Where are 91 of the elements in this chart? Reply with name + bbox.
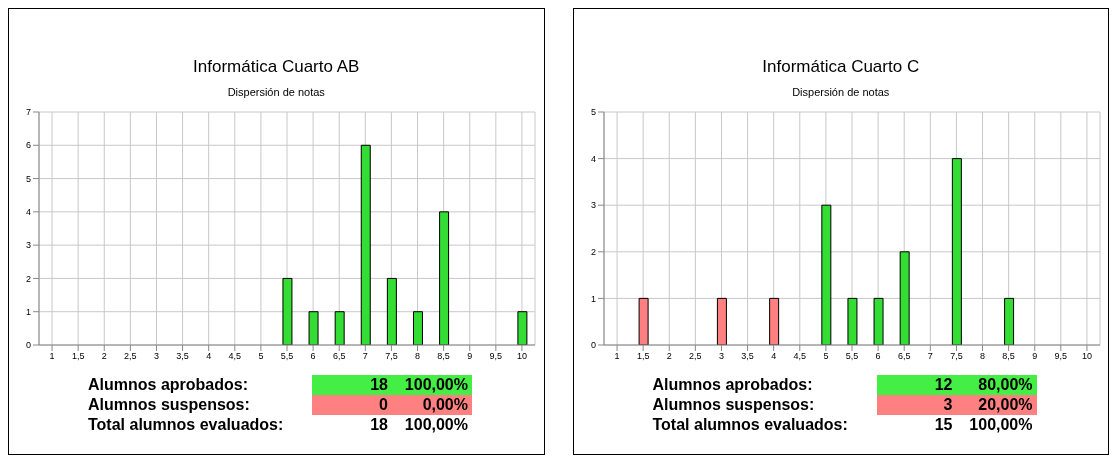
x-tick-label: 8 xyxy=(979,351,985,362)
y-tick-label: 5 xyxy=(25,173,31,184)
bar xyxy=(899,251,910,345)
x-tick-label: 6,5 xyxy=(897,351,910,362)
y-tick-label: 5 xyxy=(590,107,596,118)
y-tick-label: 3 xyxy=(590,200,596,211)
x-tick-label: 1 xyxy=(614,351,620,362)
x-tick-label: 5,5 xyxy=(280,351,294,362)
x-tick-label: 1,5 xyxy=(71,351,85,362)
y-tick-label: 4 xyxy=(25,207,31,218)
chart-subtitle: Dispersión de notas xyxy=(226,86,326,98)
y-tick-label: 0 xyxy=(590,340,596,351)
chart-title: Informática Cuarto C xyxy=(761,57,921,77)
x-tick-label: 2,5 xyxy=(688,351,702,362)
bar xyxy=(638,297,649,345)
bar xyxy=(1003,297,1014,345)
x-tick-label: 3,5 xyxy=(740,351,754,362)
y-tick-label: 3 xyxy=(25,240,31,251)
x-tick-label: 6 xyxy=(875,351,881,362)
bar xyxy=(873,297,884,345)
y-tick-label: 6 xyxy=(25,140,31,151)
x-tick-label: 8,5 xyxy=(1001,351,1015,362)
bar xyxy=(282,277,293,345)
y-tick-label: 2 xyxy=(25,273,31,284)
x-tick-label: 4,5 xyxy=(793,351,806,362)
text: 20,00% xyxy=(958,395,1037,415)
x-tick-label: 9 xyxy=(1031,351,1037,362)
y-tick-label: 4 xyxy=(590,153,596,164)
x-tick-label: 10 xyxy=(1081,351,1092,362)
x-tick-label: 4 xyxy=(770,351,776,362)
x-tick-label: 1 xyxy=(49,351,55,362)
x-tick-label: 6,5 xyxy=(332,351,346,362)
y-tick-label: 1 xyxy=(25,306,31,317)
bar xyxy=(768,297,779,345)
text: Total alumnos evaluados: xyxy=(87,415,285,435)
x-tick-label: 9,5 xyxy=(1054,351,1067,362)
x-tick-label: 4 xyxy=(206,351,212,362)
x-tick-label: 7 xyxy=(927,351,933,362)
x-tick-label: 9,5 xyxy=(489,351,503,362)
chart-subtitle: Dispersión de notas xyxy=(791,86,891,98)
x-tick-label: 5,5 xyxy=(845,351,858,362)
text: Alumnos suspensos: xyxy=(651,395,816,415)
text: Total alumnos evaluados: xyxy=(651,415,849,435)
x-tick-label: 7,5 xyxy=(949,351,963,362)
x-tick-label: 2,5 xyxy=(124,351,137,362)
y-tick-label: 2 xyxy=(590,247,596,257)
y-tick-label: 0 xyxy=(25,340,31,351)
text: 12 xyxy=(876,375,959,395)
x-tick-label: 3 xyxy=(718,351,724,362)
x-tick-label: 8 xyxy=(415,351,421,362)
x-tick-label: 8,5 xyxy=(437,351,450,362)
bar xyxy=(334,311,345,345)
bar xyxy=(308,311,319,345)
text: 0 xyxy=(312,395,394,415)
x-tick-label: 9 xyxy=(467,351,473,362)
text: Alumnos suspensos: xyxy=(87,395,251,415)
text: Alumnos aprobados: xyxy=(87,375,249,395)
text: 18 xyxy=(312,375,394,395)
bar xyxy=(386,277,397,345)
x-tick-label: 6 xyxy=(310,351,316,362)
text: 100,00% xyxy=(403,415,469,435)
text: 18 xyxy=(369,415,389,435)
x-tick-label: 2 xyxy=(101,351,107,362)
chart-title: Informática Cuarto AB xyxy=(192,57,361,77)
bar xyxy=(846,297,857,345)
bar xyxy=(951,158,962,345)
x-tick-label: 3 xyxy=(153,351,159,362)
bar xyxy=(439,211,450,345)
x-tick-label: 3,5 xyxy=(176,351,189,362)
bar xyxy=(360,144,371,345)
x-tick-label: 4,5 xyxy=(228,351,242,362)
y-tick-label: 1 xyxy=(590,293,596,304)
text: 80,00% xyxy=(958,375,1037,395)
x-tick-label: 10 xyxy=(516,351,527,362)
x-tick-label: 2 xyxy=(666,351,672,362)
y-tick-label: 7 xyxy=(25,107,31,118)
text: 100,00% xyxy=(394,375,472,395)
bar xyxy=(412,311,423,345)
x-tick-label: 5 xyxy=(258,351,264,362)
x-tick-label: 7 xyxy=(362,351,368,362)
bar xyxy=(517,311,528,345)
bar xyxy=(716,297,727,345)
text: 0,00% xyxy=(394,395,472,415)
text: 100,00% xyxy=(968,415,1034,435)
text: 15 xyxy=(933,415,954,435)
x-tick-label: 7,5 xyxy=(385,351,398,362)
text: 3 xyxy=(876,395,959,415)
x-tick-label: 5 xyxy=(822,351,828,362)
text: Alumnos aprobados: xyxy=(651,375,814,395)
bar xyxy=(820,204,831,345)
x-tick-label: 1,5 xyxy=(636,351,649,362)
